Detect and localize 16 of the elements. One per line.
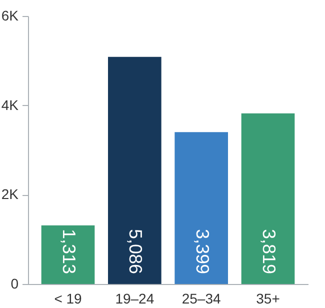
bar	[41, 225, 95, 284]
bar	[174, 132, 228, 284]
x-tick-label: 25–34	[182, 290, 222, 306]
data-label: 1,313	[59, 228, 79, 274]
y-tick-label: 2K	[1, 186, 20, 202]
data-label: 5,086	[126, 228, 146, 274]
x-tick-label: < 19	[54, 290, 82, 306]
bar	[241, 113, 295, 284]
data-label: 3,819	[259, 228, 279, 274]
y-tick-label: 6K	[1, 8, 20, 24]
x-tick-label: 35+	[256, 290, 280, 306]
bar	[108, 56, 162, 284]
y-tick-label: 0	[10, 276, 19, 292]
data-label: 3,399	[192, 228, 212, 274]
x-tick-label: 19–24	[115, 290, 154, 306]
y-tick-label: 4K	[1, 96, 20, 113]
